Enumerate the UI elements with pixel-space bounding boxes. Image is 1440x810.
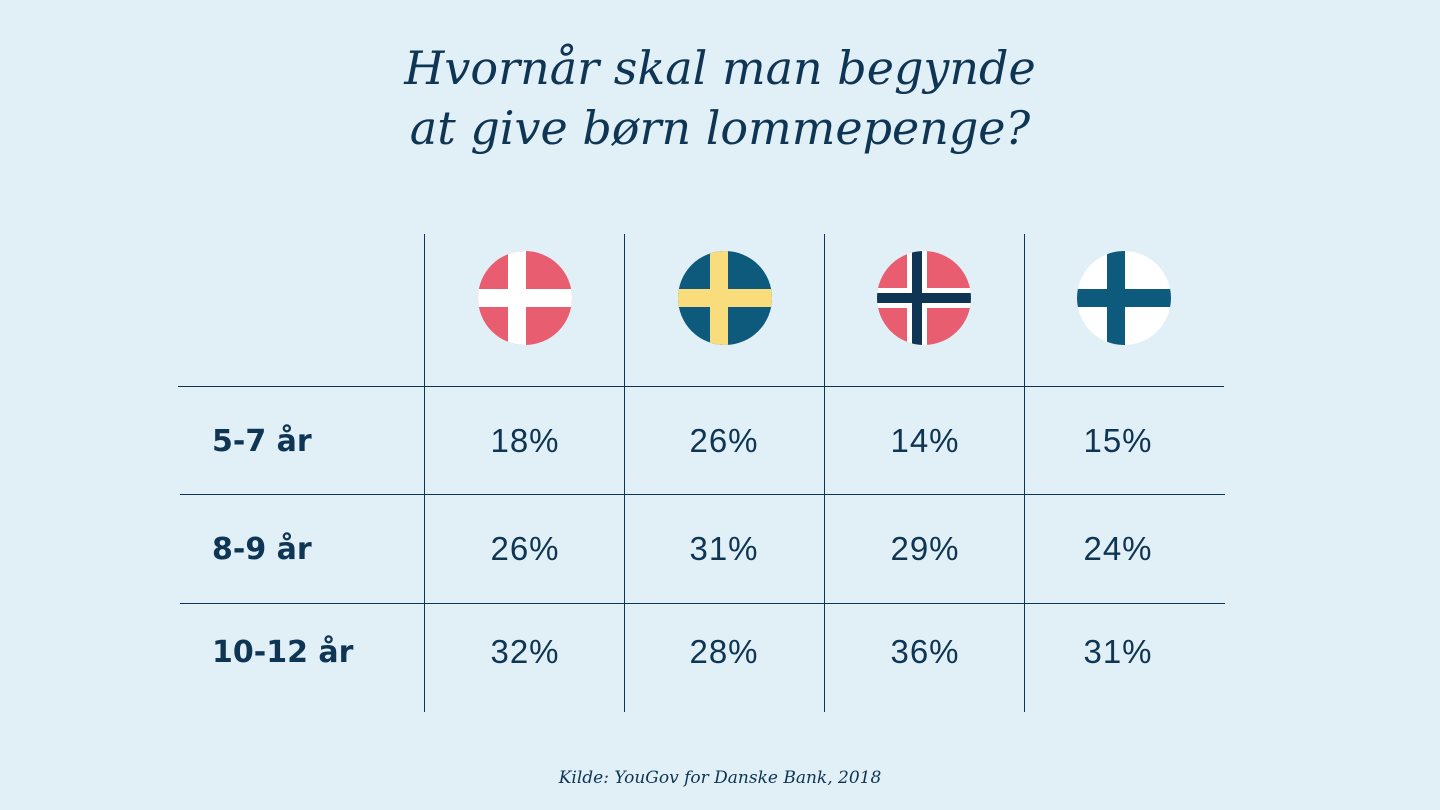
- cell-8-9-norway: 29%: [890, 530, 960, 567]
- cell-10-12-norway: 36%: [890, 633, 960, 670]
- row-divider: [180, 494, 1225, 495]
- cell-8-9-denmark: 26%: [490, 530, 560, 567]
- cell-8-9-finland: 24%: [1083, 530, 1153, 567]
- cell-8-9-sweden: 31%: [689, 530, 759, 567]
- row-label-5-7: 5-7 år: [212, 424, 312, 459]
- source-note: Kilde: YouGov for Danske Bank, 2018: [558, 768, 882, 788]
- sweden-flag-icon: [678, 251, 772, 345]
- column-divider: [824, 234, 825, 712]
- cell-5-7-sweden: 26%: [689, 422, 759, 459]
- title-line-2: at give børn lommepenge?: [409, 101, 1031, 155]
- column-divider: [624, 234, 625, 712]
- row-label-8-9: 8-9 år: [212, 532, 312, 567]
- title-line-1: Hvornår skal man begynde: [404, 41, 1036, 95]
- cell-10-12-sweden: 28%: [689, 633, 759, 670]
- row-divider: [180, 603, 1225, 604]
- cell-5-7-norway: 14%: [890, 422, 960, 459]
- row-divider: [178, 386, 1224, 387]
- denmark-flag-icon: [478, 251, 572, 345]
- cell-10-12-denmark: 32%: [490, 633, 560, 670]
- norway-flag-icon: [877, 251, 971, 345]
- cell-10-12-finland: 31%: [1083, 633, 1153, 670]
- cell-5-7-finland: 15%: [1083, 422, 1153, 459]
- column-divider: [1024, 234, 1025, 712]
- finland-flag-icon: [1077, 251, 1171, 345]
- column-divider: [424, 234, 425, 712]
- cell-5-7-denmark: 18%: [490, 422, 560, 459]
- row-label-10-12: 10-12 år: [212, 635, 354, 670]
- chart-title: Hvornår skal man begynde at give børn lo…: [0, 38, 1440, 158]
